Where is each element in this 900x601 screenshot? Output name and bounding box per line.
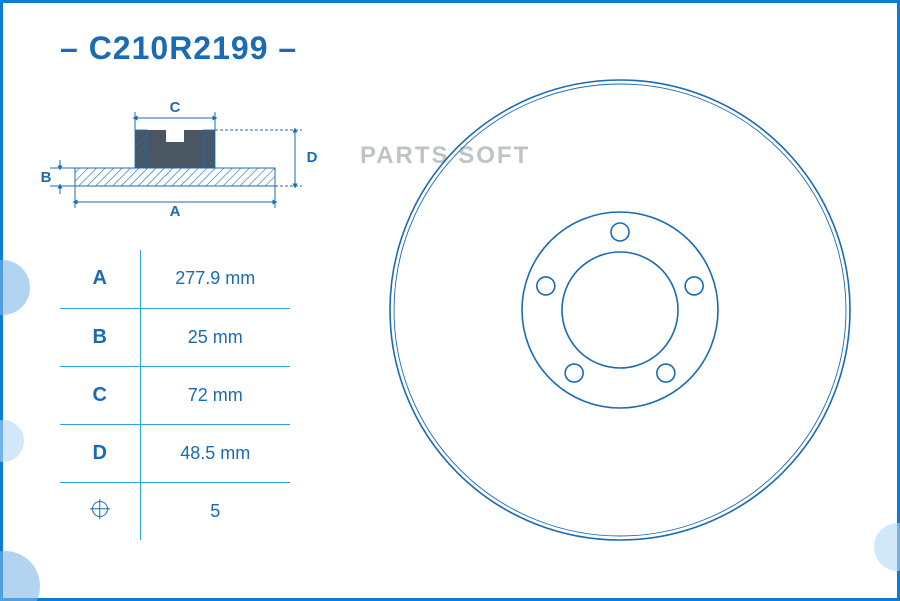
- spec-table: A277.9 mmB25 mmC72 mmD48.5 mm5: [60, 250, 290, 540]
- dim-label-b: B: [41, 169, 52, 186]
- bolt-hole: [565, 364, 583, 382]
- spec-row-value: 72 mm: [140, 366, 290, 424]
- dim-label-c: C: [170, 99, 181, 116]
- part-number: C210R2199: [89, 30, 269, 66]
- table-row: D48.5 mm: [60, 424, 290, 482]
- table-row: C72 mm: [60, 366, 290, 424]
- table-row: 5: [60, 482, 290, 540]
- frame-top: [0, 0, 900, 3]
- corner-blob-4: [874, 523, 900, 571]
- cross-section-drawing: A C B D: [30, 90, 340, 220]
- spec-row-label: C: [60, 366, 140, 424]
- table-row: B25 mm: [60, 308, 290, 366]
- bolt-hole: [657, 364, 675, 382]
- bolt-hole: [611, 223, 629, 241]
- bolt-hole: [685, 277, 703, 295]
- spec-row-value: 5: [140, 482, 290, 540]
- corner-blob-3: [0, 551, 40, 601]
- spec-row-label: [60, 482, 140, 540]
- spec-row-value: 277.9 mm: [140, 250, 290, 308]
- dim-label-a: A: [170, 203, 181, 220]
- spec-row-label: D: [60, 424, 140, 482]
- dim-label-d: D: [307, 149, 318, 166]
- spec-row-value: 48.5 mm: [140, 424, 290, 482]
- spec-row-value: 25 mm: [140, 308, 290, 366]
- disc-face-drawing: [370, 60, 870, 560]
- spec-row-label: A: [60, 250, 140, 308]
- table-row: A277.9 mm: [60, 250, 290, 308]
- bolt-hole: [537, 277, 555, 295]
- bolt-count-icon: [92, 501, 108, 517]
- corner-blob-2: [0, 420, 24, 462]
- spec-row-label: B: [60, 308, 140, 366]
- part-number-title: – C210R2199 –: [60, 30, 297, 67]
- corner-blob-1: [0, 260, 30, 315]
